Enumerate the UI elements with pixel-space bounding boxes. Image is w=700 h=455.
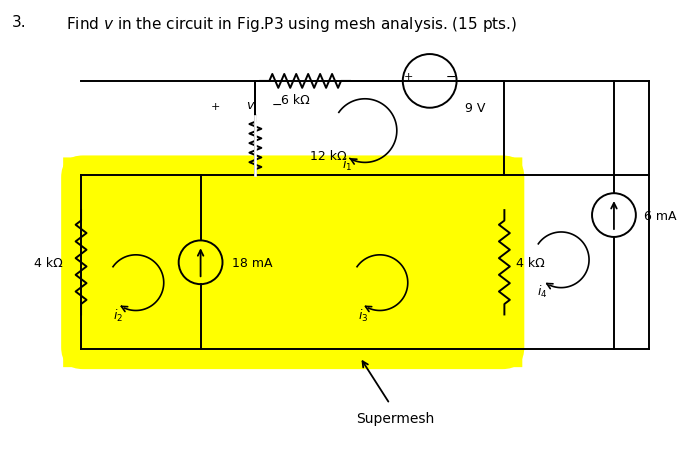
Text: Supermesh: Supermesh	[356, 411, 434, 425]
Text: +: +	[404, 72, 414, 82]
Text: Find $v$ in the circuit in Fig.P3 using mesh analysis. (15 pts.): Find $v$ in the circuit in Fig.P3 using …	[66, 15, 517, 34]
Text: 4 kΩ: 4 kΩ	[517, 256, 545, 269]
Text: +: +	[211, 101, 220, 111]
Text: 9 V: 9 V	[465, 101, 485, 115]
Text: $i_1$: $i_1$	[342, 156, 352, 172]
Text: 18 mA: 18 mA	[232, 256, 273, 269]
Text: $i_3$: $i_3$	[358, 307, 368, 323]
Text: $i_2$: $i_2$	[113, 307, 123, 323]
FancyBboxPatch shape	[63, 158, 522, 367]
Text: 3.: 3.	[11, 15, 26, 30]
Text: 6 mA: 6 mA	[644, 209, 676, 222]
Text: 12 kΩ: 12 kΩ	[310, 150, 346, 162]
Text: −: −	[445, 70, 456, 83]
Text: $v$: $v$	[246, 98, 256, 111]
Text: $i_4$: $i_4$	[538, 283, 547, 299]
Text: −: −	[272, 98, 283, 111]
FancyBboxPatch shape	[61, 156, 524, 369]
Text: 6 kΩ: 6 kΩ	[281, 94, 309, 106]
Text: 4 kΩ: 4 kΩ	[34, 256, 63, 269]
